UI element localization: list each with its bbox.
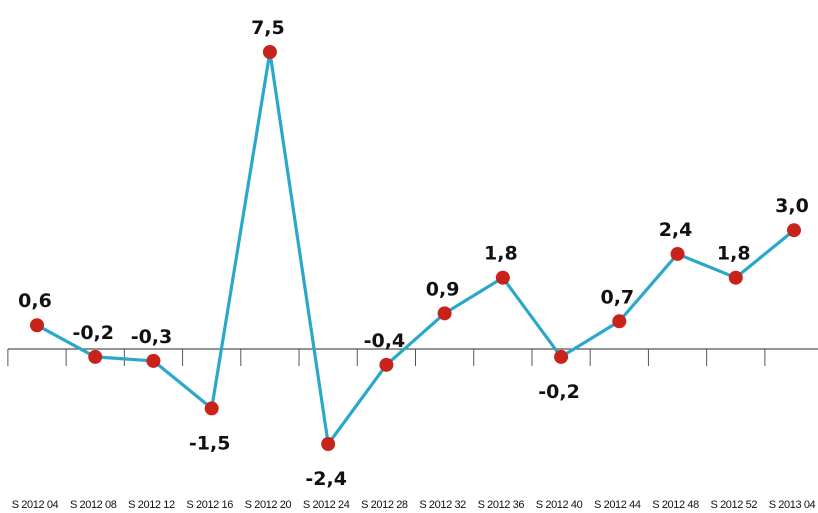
series-line	[36, 51, 796, 449]
data-label: 0,6	[18, 290, 52, 312]
x-tick-label: S 2012 36	[478, 499, 525, 511]
x-tick-label: S 2012 24	[303, 499, 350, 511]
data-labels: 0,6 -0,2 -0,3 -1,5 7,5 -2,4 -0,4 0,9 1,8 -0,2 0,7 2…	[18, 17, 809, 490]
x-tick-labels: S 2012 04 S 2012 08 S 2012 12 S 2012 16 S 20…	[12, 499, 816, 511]
x-tick-label: S 2012 08	[70, 499, 117, 511]
data-label: 2,4	[659, 219, 693, 241]
x-tick-label: S 2012 12	[128, 499, 175, 511]
data-point	[30, 318, 44, 333]
data-label: 7,5	[251, 17, 285, 39]
data-label: 0,9	[426, 278, 460, 300]
data-label: 0,7	[600, 286, 634, 308]
data-label: -0,2	[538, 381, 580, 403]
data-label: 1,8	[717, 243, 751, 265]
x-tick-label: S 2012 32	[419, 499, 466, 511]
x-axis	[7, 348, 818, 366]
data-point	[379, 357, 394, 372]
data-label: -0,2	[72, 322, 114, 344]
data-point	[146, 353, 161, 368]
x-tick-label: S 2012 44	[594, 499, 641, 511]
data-label: -2,4	[305, 468, 347, 490]
data-label: 1,8	[484, 243, 518, 265]
data-points	[30, 45, 801, 452]
data-label: 3,0	[775, 195, 809, 217]
data-label: -0,3	[131, 326, 173, 348]
x-tick-label: S 2012 40	[536, 499, 583, 511]
x-tick-label: S 2012 52	[710, 499, 757, 511]
data-label: -1,5	[189, 432, 231, 454]
series-line-group	[36, 51, 796, 449]
x-tick-label: S 2013 04	[769, 499, 816, 511]
data-point	[495, 270, 510, 285]
data-point	[262, 45, 277, 59]
data-point	[88, 349, 103, 364]
data-point	[321, 437, 336, 452]
data-point	[554, 349, 569, 364]
data-point	[728, 270, 743, 285]
data-point	[437, 306, 452, 321]
data-point	[204, 401, 219, 416]
data-point	[670, 246, 685, 261]
data-point	[787, 223, 801, 238]
data-point	[612, 314, 627, 329]
x-tick-label: S 2012 48	[652, 499, 699, 511]
x-tick-label: S 2012 28	[361, 499, 408, 511]
data-label: -0,4	[364, 330, 406, 352]
x-tick-label: S 2012 20	[245, 499, 292, 511]
x-tick-label: S 2012 04	[12, 499, 59, 511]
x-tick-label: S 2012 16	[186, 499, 233, 511]
